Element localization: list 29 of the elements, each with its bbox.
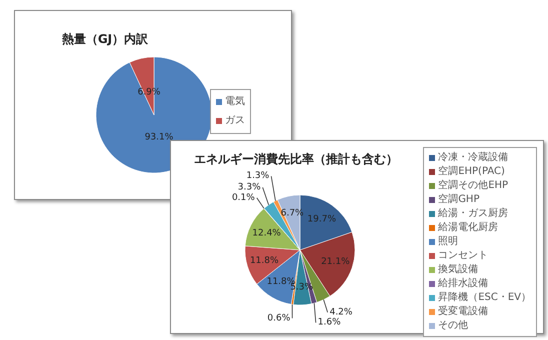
legend-label: 空調EHP(PAC) [438, 166, 505, 177]
data-label: 19.7% [307, 214, 336, 225]
legend-label: 給湯電化厨房 [438, 222, 498, 233]
data-label: 1.3% [246, 171, 270, 182]
legend-label: 給湯・ガス厨房 [438, 208, 508, 219]
data-label: 0.6% [267, 313, 291, 324]
data-label: 6.9% [138, 87, 161, 98]
legend-label: 換気設備 [438, 264, 478, 275]
data-label: 12.4% [252, 228, 282, 238]
legend-label: 電気 [225, 96, 245, 107]
data-label: 1.6% [318, 318, 342, 328]
text: エネルギー消費先比率（推計も含む） [193, 151, 399, 168]
legend-label: 昇降機（ESC・EV） [438, 292, 531, 303]
legend-label: 照明 [438, 236, 458, 247]
legend-label: 受変電設備 [438, 306, 488, 317]
data-label: 3.3% [238, 182, 262, 192]
data-label: 4.2% [330, 307, 353, 318]
data-label: 0.1% [232, 192, 256, 203]
data-label: 21.1% [321, 257, 350, 268]
legend-label: 空調GHP [438, 194, 480, 205]
legend-label: コンセント [438, 250, 488, 261]
legend-label: 冷凍・冷蔵設備 [438, 152, 508, 163]
legend-label: その他 [438, 320, 468, 331]
data-label: 11.8% [250, 256, 279, 266]
data-label: 93.1% [144, 132, 174, 143]
legend-label: 空調その他EHP [438, 180, 508, 191]
chart-title: 熱量（GJ）内訳 [60, 31, 150, 48]
legend-label: ガス [225, 114, 245, 126]
legend-label: 給排水設備 [438, 278, 488, 289]
